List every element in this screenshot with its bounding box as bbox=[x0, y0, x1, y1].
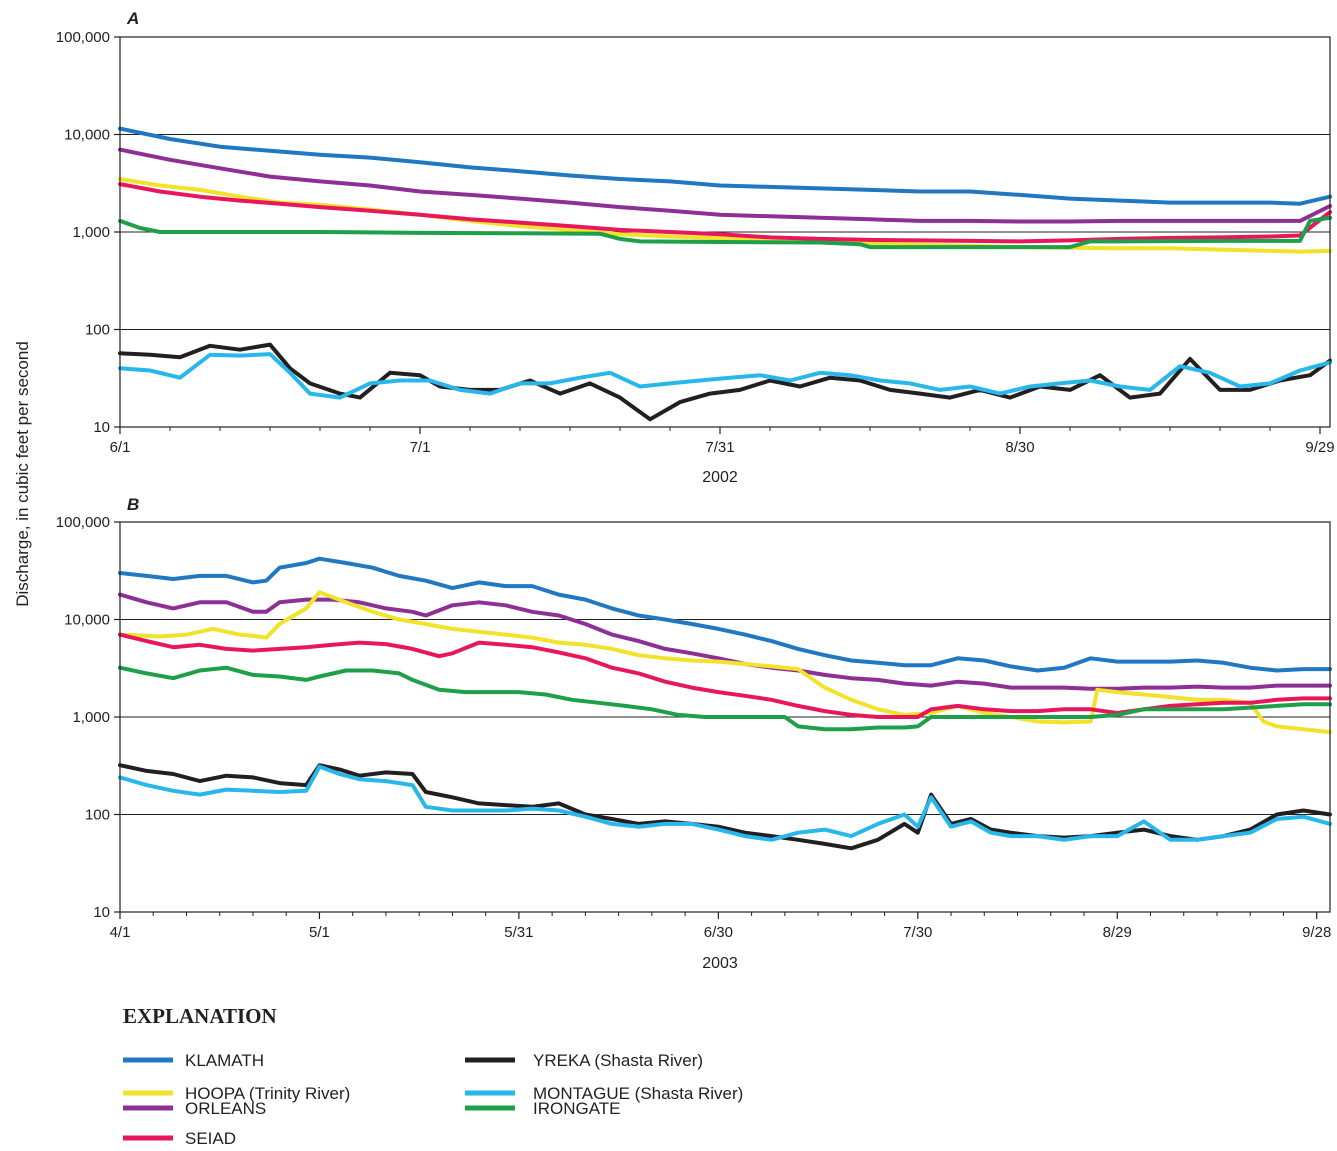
legend: EXPLANATION KLAMATH HOOPA (Trinity River… bbox=[123, 1004, 743, 1148]
panel-a-y-tick-label: 10 bbox=[93, 419, 110, 436]
panel-b-x-tick-label: 9/28 bbox=[1302, 924, 1331, 941]
panel-a-letter: A bbox=[126, 9, 139, 28]
panel-b-x-tick-label: 5/1 bbox=[309, 924, 330, 941]
panel-b-y-tick-label: 10,000 bbox=[64, 612, 110, 629]
panel-b-series-hoopa bbox=[118, 590, 1332, 735]
panel-a-series bbox=[118, 126, 1332, 422]
panel-a-y-tick-label: 100 bbox=[85, 322, 110, 339]
panel-b-year-label: 2003 bbox=[702, 955, 738, 972]
legend-label-montague: MONTAGUE (Shasta River) bbox=[533, 1084, 743, 1103]
panel-a-x-tick-label: 7/1 bbox=[410, 439, 431, 456]
legend-label-hoopa: HOOPA (Trinity River) bbox=[185, 1084, 350, 1103]
legend-label-orleans: ORLEANS bbox=[185, 1099, 266, 1118]
panel-b-x-tick-label: 4/1 bbox=[110, 924, 131, 941]
panel-a-year-label: 2002 bbox=[702, 469, 738, 486]
panel-a-x-tick-label: 7/31 bbox=[705, 439, 734, 456]
panel-b-y-tick-label: 1,000 bbox=[72, 709, 110, 726]
legend-label-klamath: KLAMATH bbox=[185, 1051, 264, 1070]
legend-label-seiad: SEIAD bbox=[185, 1129, 236, 1148]
panel-b-x-ticks: 4/1 5/1 5/31 6/30 7/30 8/29 9/28 bbox=[110, 912, 1331, 941]
panel-a-chart: A 10 100 1,000 10,000 100,000 6/1 7/1 7/31 8/30… bbox=[56, 9, 1335, 486]
panel-b-y-tick-label: 10 bbox=[93, 904, 110, 921]
panel-b-y-ticks: 10 100 1,000 10,000 100,000 bbox=[56, 514, 120, 921]
panel-a-x-tick-label: 9/29 bbox=[1305, 439, 1334, 456]
panel-b-x-tick-label: 6/30 bbox=[704, 924, 733, 941]
panel-b-letter: B bbox=[127, 495, 139, 514]
panel-a-y-tick-label: 10,000 bbox=[64, 127, 110, 144]
panel-b-series-orleans bbox=[118, 592, 1332, 691]
panel-b-series-klamath bbox=[118, 556, 1332, 673]
panel-a-series-orleans bbox=[118, 147, 1332, 224]
legend-title: EXPLANATION bbox=[123, 1004, 277, 1028]
panel-b-x-tick-label: 8/29 bbox=[1103, 924, 1132, 941]
panel-a-x-tick-label: 6/1 bbox=[110, 439, 131, 456]
legend-label-yreka: YREKA (Shasta River) bbox=[533, 1051, 703, 1070]
panel-b-series bbox=[118, 556, 1332, 851]
panel-b-series-seiad bbox=[118, 632, 1332, 719]
panel-a-y-tick-label: 100,000 bbox=[56, 29, 110, 46]
panel-a-series-klamath bbox=[118, 126, 1332, 206]
panel-b-series-yreka bbox=[118, 763, 1332, 851]
panel-a-series-yreka bbox=[118, 342, 1332, 422]
panel-b-x-tick-label: 7/30 bbox=[903, 924, 932, 941]
panel-a-y-tick-label: 1,000 bbox=[72, 224, 110, 241]
panel-b-y-tick-label: 100 bbox=[85, 807, 110, 824]
panel-a-y-ticks: 10 100 1,000 10,000 100,000 bbox=[56, 29, 120, 436]
panel-b-series-irongate bbox=[118, 665, 1332, 732]
panel-a-series-montague bbox=[118, 352, 1332, 400]
panel-a-series-irongate bbox=[118, 215, 1332, 250]
panel-b-x-tick-label: 5/31 bbox=[504, 924, 533, 941]
panel-a-x-tick-label: 8/30 bbox=[1005, 439, 1034, 456]
legend-label-irongate: IRONGATE bbox=[533, 1099, 621, 1118]
panel-b-y-tick-label: 100,000 bbox=[56, 514, 110, 531]
panel-b-series-montague bbox=[118, 764, 1332, 842]
y-axis-label: Discharge, in cubic feet per second bbox=[13, 341, 32, 607]
panel-a-series-seiad bbox=[118, 182, 1332, 244]
panel-a-x-ticks: 6/1 7/1 7/31 8/30 9/29 bbox=[110, 427, 1335, 456]
panel-b-chart: B 10 100 1,000 10,000 100,000 4/1 5/1 5/31 6/30… bbox=[56, 495, 1332, 972]
